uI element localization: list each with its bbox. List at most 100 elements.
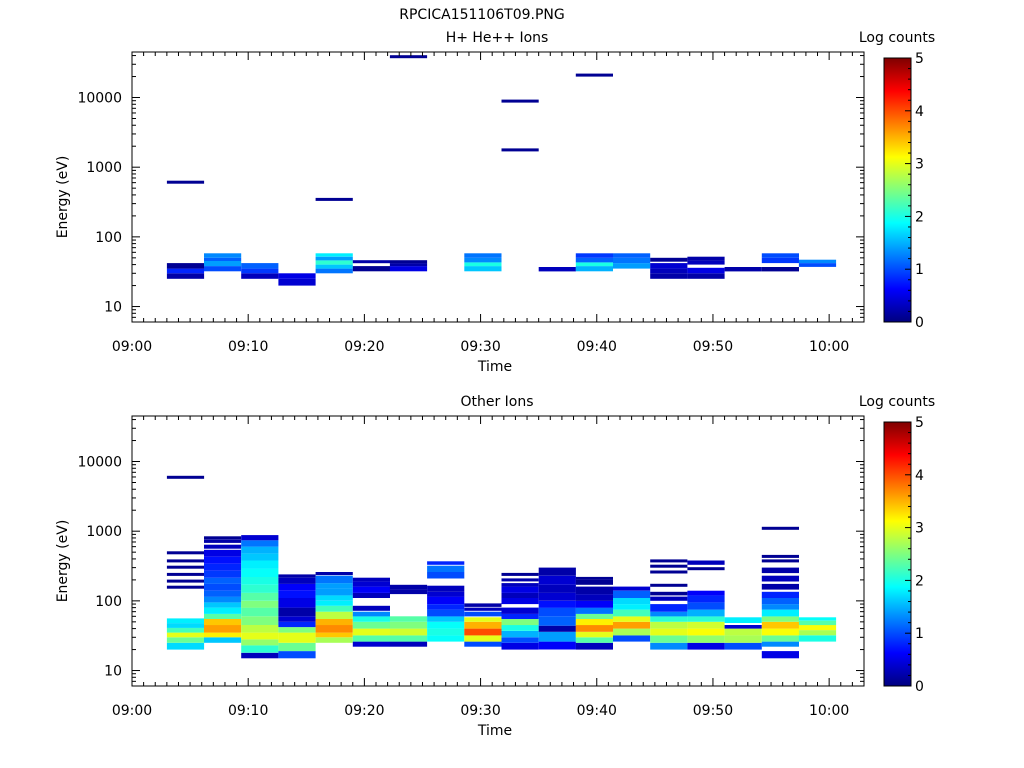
heatmap-cell [501,598,539,605]
colorbar-tick-label: 0 [915,679,924,695]
x-tick-label: 09:10 [228,703,268,719]
colorbar-tick-label: 4 [915,104,924,120]
heatmap-cell [166,572,205,576]
heatmap-cell [650,570,688,574]
heatmap-cell [427,604,465,610]
heatmap-cell [464,262,502,267]
heatmap-cell [204,596,242,603]
heatmap-cell [538,616,576,626]
heatmap-cell [427,628,465,636]
heatmap-cell [464,635,502,642]
heatmap-cell [315,575,353,584]
heatmap-cell [241,560,279,569]
heatmap-cell [427,596,465,604]
x-tick-label: 09:30 [460,703,500,719]
heatmap-cell [575,579,613,585]
y-axis-ticks: 10 100 1000 10000 [77,55,864,323]
heatmap-cell [204,549,242,557]
heatmap-cell [687,602,725,610]
heatmap-cell [613,616,651,622]
heatmap-cell [761,253,799,258]
y-tick-label: 10000 [77,455,122,471]
heatmap-cell [798,620,837,626]
heatmap-cell [204,613,242,619]
y-tick-label: 10000 [77,91,122,107]
heatmap-cells [166,55,837,286]
heatmap-cell [315,600,353,606]
heatmap-cell [389,621,428,629]
heatmap-cell [427,565,465,572]
heatmap-cell [278,607,316,617]
colorbar-tick-label: 0 [915,315,924,331]
heatmap-cell [761,575,799,582]
heatmap-cell [501,583,539,587]
plot-frame [131,415,865,687]
heatmap-cell [687,260,725,265]
heatmap-cell [761,628,799,636]
heatmap-cell [278,278,316,286]
heatmap-cell [464,617,502,622]
heatmap-cell [538,641,576,650]
heatmap-cell [613,598,651,605]
heatmap-cells [166,475,837,659]
heatmap-cell [538,584,576,593]
x-tick-label: 09:00 [112,339,152,355]
heatmap-cell [389,589,428,595]
heatmap-cell [204,590,242,597]
heatmap-cell [278,616,316,622]
colorbar-gradient [883,57,912,323]
heatmap-cell [166,585,205,589]
heatmap-cell [241,546,279,554]
heatmap-cell [352,611,390,617]
heatmap-cell [724,625,762,629]
heatmap-cell [315,572,353,576]
heatmap-cell [166,475,205,479]
heatmap-cell [204,563,242,571]
heatmap-cell [575,73,613,77]
heatmap-cell [761,635,799,642]
heatmap-cell [166,559,205,563]
heatmap-cell [427,635,465,642]
heatmap-cell [315,253,353,257]
heatmap-cell [278,577,316,584]
heatmap-cell [798,617,837,621]
heatmap-cell [278,642,316,652]
heatmap-cell [798,625,837,631]
heatmap-cell [389,635,428,642]
heatmap-cell [241,607,279,617]
heatmap-cell [389,260,428,264]
heatmap-cell [278,574,316,578]
heatmap-cell [575,586,613,595]
heatmap-cell [575,594,613,601]
heatmap-cell [761,257,799,264]
heatmap-cell [501,625,539,631]
heatmap-cell [278,651,316,659]
heatmap-cell [166,627,205,633]
heatmap-cell [427,621,465,629]
heatmap-cell [650,604,688,612]
heatmap-cell [575,607,613,614]
colorbar-tick-label: 1 [915,626,924,642]
heatmap-cell [538,607,576,617]
colorbar-tick-label: 4 [915,468,924,484]
heatmap-cell [538,631,576,642]
heatmap-cell [613,590,651,598]
heatmap-cell [761,651,799,659]
heatmap-cell [464,607,502,611]
colorbar: 0 1 2 3 4 5 [883,51,924,331]
heatmap-cell [278,632,316,643]
heatmap-cell [501,613,539,619]
y-tick-label: 1000 [86,160,122,176]
heatmap-cell [166,551,205,555]
heatmap-cell [798,263,837,267]
heatmap-cell [315,611,353,619]
heatmap-cell [241,577,279,585]
heatmap-cell [241,268,279,274]
x-tick-label: 09:40 [577,703,617,719]
heatmap-cell [204,583,242,591]
heatmap-cell [241,616,279,625]
heatmap-cell [352,592,390,598]
y-tick-label: 10 [104,300,122,316]
heatmap-cell [613,253,651,258]
heatmap-cell [241,273,279,279]
